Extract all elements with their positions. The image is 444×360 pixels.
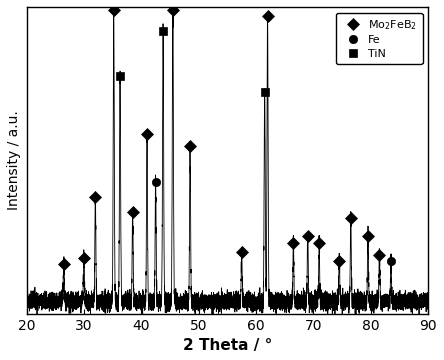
Y-axis label: Intensity / a.u.: Intensity / a.u. (7, 111, 21, 210)
Legend: Mo$_2$FeB$_2$, Fe, TiN: Mo$_2$FeB$_2$, Fe, TiN (336, 13, 423, 64)
X-axis label: 2 Theta / °: 2 Theta / ° (182, 338, 272, 353)
